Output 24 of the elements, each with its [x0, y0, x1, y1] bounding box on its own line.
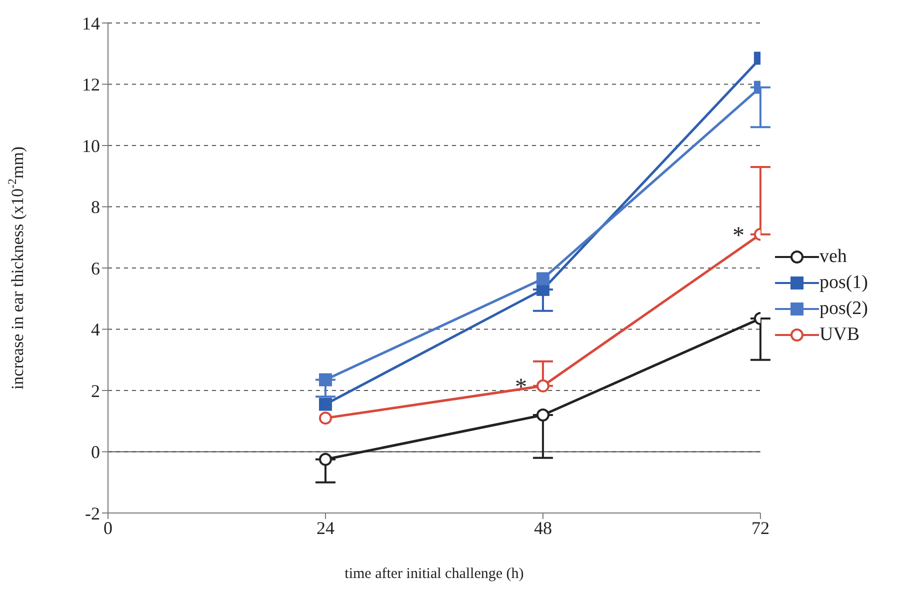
- point: [318, 398, 332, 411]
- x-tick-label: 48: [534, 518, 552, 538]
- x-tick-label: 0: [104, 518, 112, 538]
- y-tick-label: 6: [91, 258, 100, 278]
- y-tick-label: 10: [82, 136, 100, 156]
- y-tick-label: -2: [85, 503, 100, 524]
- legend-label: pos(2): [819, 298, 868, 320]
- y-tick-label: 0: [91, 442, 100, 462]
- legend-label: veh: [819, 246, 847, 268]
- x-tick-label: 72: [751, 518, 770, 538]
- legend-label: UVB: [819, 324, 860, 346]
- annotation: *: [514, 374, 527, 400]
- legend-label: pos(1): [819, 272, 868, 294]
- point: [318, 412, 332, 425]
- x-axis-title: time after initial challenge (h): [344, 566, 524, 582]
- point: [318, 373, 332, 386]
- y-tick-label: 14: [82, 13, 100, 34]
- y-tick-label: 8: [91, 197, 100, 218]
- x-tick-label: 24: [316, 518, 334, 538]
- annotation: *: [732, 222, 744, 249]
- y-tick-label: 4: [91, 320, 100, 340]
- y-tick-label: 2: [91, 380, 100, 401]
- y-tick-label: 12: [82, 74, 100, 95]
- point: [318, 452, 332, 466]
